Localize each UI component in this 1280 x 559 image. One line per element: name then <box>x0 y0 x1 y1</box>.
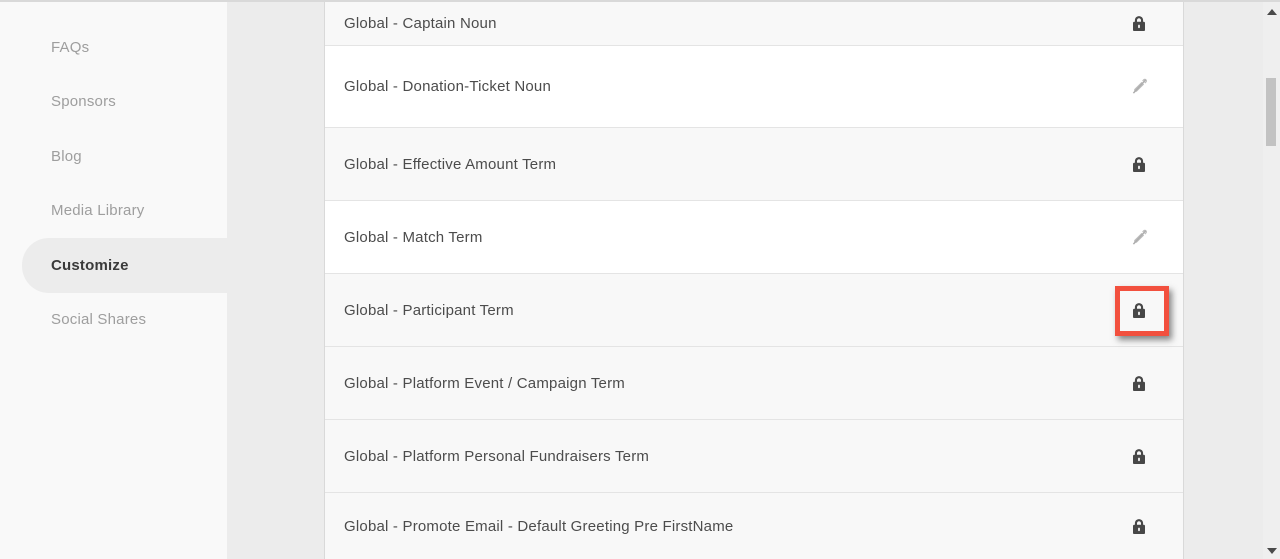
sidebar-item-label: Social Shares <box>51 311 147 329</box>
lock-icon[interactable] <box>1130 374 1148 392</box>
lock-icon[interactable] <box>1130 155 1148 173</box>
term-row[interactable]: Global - Participant Term <box>325 274 1183 347</box>
top-divider <box>0 0 1280 2</box>
sidebar-item-faqs[interactable]: FAQs <box>0 20 227 75</box>
term-label: Global - Platform Event / Campaign Term <box>344 374 625 392</box>
sidebar-item-blog[interactable]: Blog <box>0 129 227 184</box>
lock-icon[interactable] <box>1130 447 1148 465</box>
lock-icon[interactable] <box>1130 517 1148 535</box>
sidebar-item-social-shares[interactable]: Social Shares <box>0 293 227 348</box>
term-row[interactable]: Global - Donation-Ticket Noun <box>325 46 1183 128</box>
term-label: Global - Participant Term <box>344 301 514 319</box>
sidebar-item-customize[interactable]: Customize <box>22 238 227 293</box>
sidebar-item-sponsors[interactable]: Sponsors <box>0 75 227 130</box>
sidebar-item-label: Customize <box>51 256 129 274</box>
sidebar-item-label: Sponsors <box>51 93 116 111</box>
term-label: Global - Effective Amount Term <box>344 155 557 173</box>
terms-list: Global - Captain Noun Global - Donation-… <box>324 2 1184 559</box>
sidebar-item-media-library[interactable]: Media Library <box>0 184 227 239</box>
term-row[interactable]: Global - Captain Noun <box>325 2 1183 46</box>
sidebar-item-label: Blog <box>51 147 82 165</box>
term-row[interactable]: Global - Platform Event / Campaign Term <box>325 347 1183 420</box>
lock-icon[interactable] <box>1130 15 1148 33</box>
term-label: Global - Platform Personal Fundraisers T… <box>344 447 650 465</box>
scroll-down-arrow-icon[interactable] <box>1267 548 1277 554</box>
scroll-up-arrow-icon[interactable] <box>1267 9 1277 15</box>
term-row[interactable]: Global - Promote Email - Default Greetin… <box>325 493 1183 559</box>
sidebar-item-label: Media Library <box>51 202 145 220</box>
lock-icon[interactable] <box>1130 301 1148 319</box>
term-row[interactable]: Global - Effective Amount Term <box>325 128 1183 201</box>
term-label: Global - Captain Noun <box>344 15 497 32</box>
term-label: Global - Match Term <box>344 228 483 246</box>
scrollbar[interactable] <box>1263 2 1280 559</box>
term-row[interactable]: Global - Match Term <box>325 201 1183 274</box>
no-edit-icon[interactable] <box>1130 78 1148 96</box>
sidebar-item-label: FAQs <box>51 38 90 56</box>
term-label: Global - Donation-Ticket Noun <box>344 78 552 95</box>
term-label: Global - Promote Email - Default Greetin… <box>344 517 734 535</box>
term-row[interactable]: Global - Platform Personal Fundraisers T… <box>325 420 1183 493</box>
sidebar: FAQs Sponsors Blog Media Library Customi… <box>0 2 227 559</box>
scroll-thumb[interactable] <box>1266 78 1276 146</box>
no-edit-icon[interactable] <box>1130 228 1148 246</box>
